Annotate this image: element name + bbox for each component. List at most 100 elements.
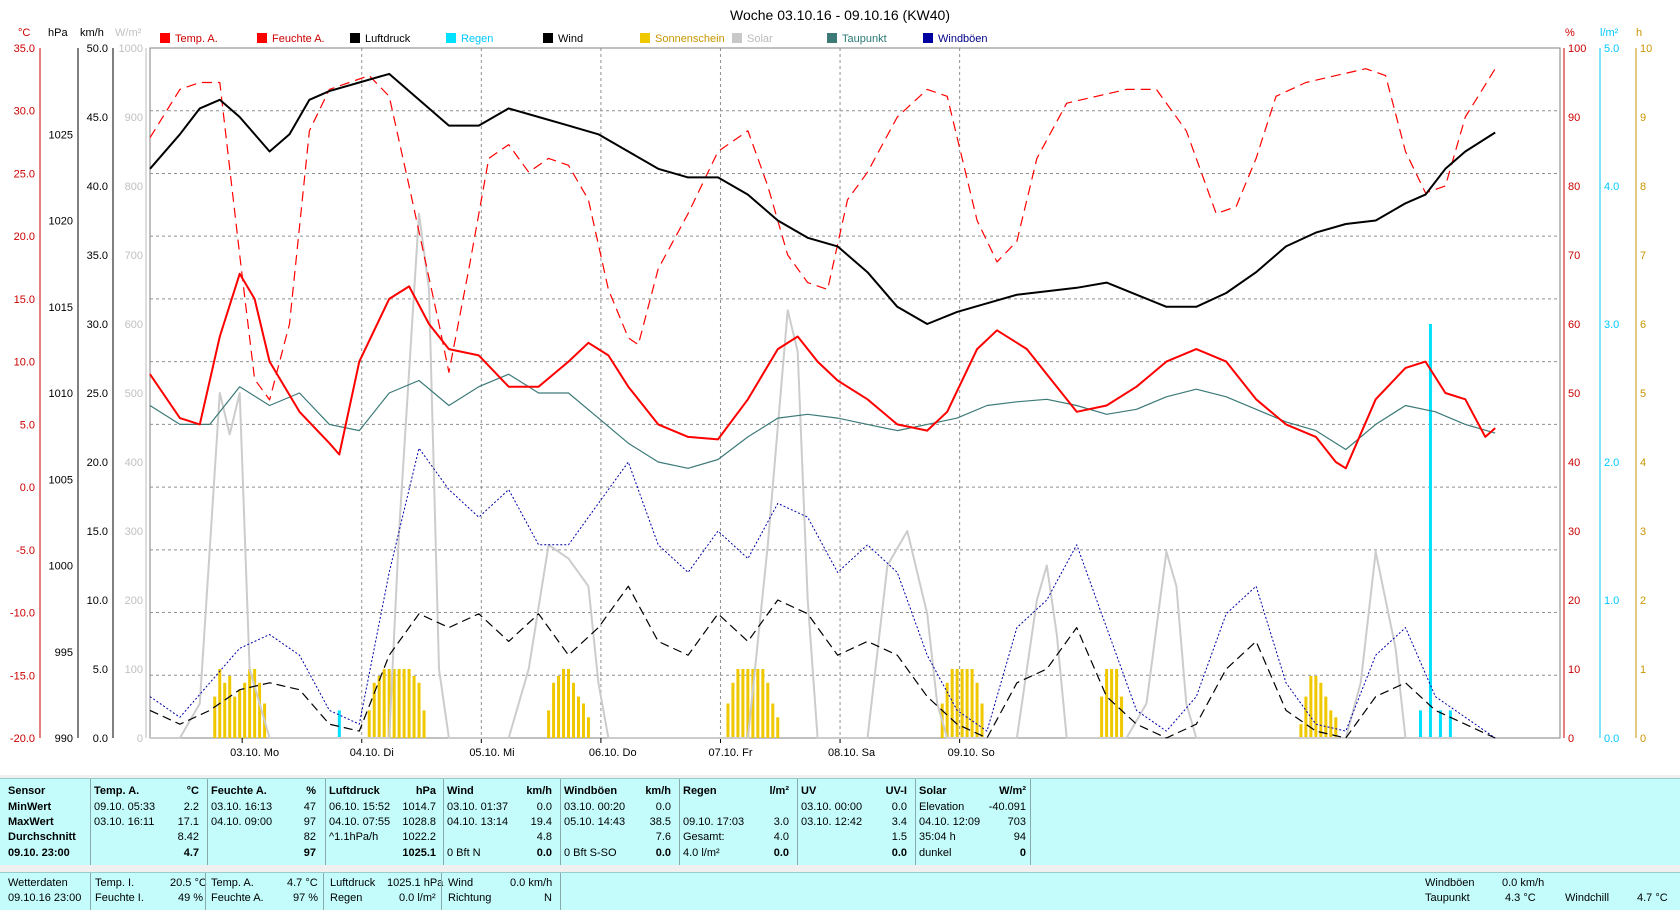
- hpa-tick: 995: [55, 647, 73, 659]
- bar-sonnenschein: [223, 682, 227, 738]
- pct-tick: 100: [1568, 43, 1586, 55]
- current-divider: [441, 873, 442, 910]
- stats-cell-value: 0.0: [773, 847, 789, 859]
- stats-cell-value: 8.42: [177, 831, 199, 843]
- bar-sonnenschein: [1314, 675, 1318, 738]
- lm2-tick: 1.0: [1604, 595, 1619, 607]
- bar-sonnenschein: [562, 669, 566, 738]
- kmh-tick: 45.0: [87, 112, 108, 124]
- current-windboeen-label: Windböen: [1425, 877, 1475, 889]
- legend-label: Temp. A.: [175, 33, 218, 45]
- stats-cell-time: 03.10. 01:37: [447, 801, 509, 813]
- legend-label: Solar: [747, 33, 773, 45]
- bar-sonnenschein: [372, 682, 376, 738]
- stats-cell-value: 94: [1013, 831, 1026, 843]
- bar-sonnenschein: [382, 669, 386, 738]
- bar-sonnenschein: [243, 682, 247, 738]
- stats-cell-time: Gesamt:: [683, 831, 725, 843]
- stats-cell-value: 0.0: [536, 847, 552, 859]
- temp-tick: -20.0: [10, 733, 35, 745]
- stats-col-header: Temp. A.: [94, 785, 140, 797]
- series-line-luftdruck: [149, 72, 1496, 325]
- temp-tick: -15.0: [10, 670, 35, 682]
- stats-cell-time: 0 Bft S-SO: [564, 847, 617, 859]
- stats-sensor-header: Sensor: [8, 785, 46, 797]
- series-line-wind: [149, 585, 1496, 739]
- stats-maxwert-label: MaxWert: [8, 816, 54, 828]
- series-line-feuchte-a-: [149, 68, 1496, 401]
- wm2-tick: 900: [125, 112, 143, 124]
- temp-tick: 30.0: [14, 106, 35, 118]
- stats-col-unit: l/m²: [769, 785, 789, 797]
- bar-sonnenschein: [1115, 669, 1119, 738]
- bar-sonnenschein: [950, 669, 954, 738]
- lm2-unit: l/m²: [1600, 27, 1619, 39]
- stats-cell-time: 03.10. 00:20: [564, 801, 626, 813]
- stats-col-header: Regen: [683, 785, 717, 797]
- bar-sonnenschein: [1329, 710, 1333, 738]
- bar-sonnenschein: [1110, 669, 1114, 738]
- pct-tick: 10: [1568, 664, 1580, 676]
- wm2-tick: 600: [125, 319, 143, 331]
- bar-sonnenschein: [248, 669, 252, 738]
- stats-cell-time: 05.10. 14:43: [564, 816, 626, 828]
- bar-sonnenschein: [975, 682, 979, 738]
- stats-col-header: Feuchte A.: [211, 785, 267, 797]
- wm2-tick: 0: [137, 733, 143, 745]
- bar-sonnenschein: [746, 669, 750, 738]
- temp-tick: 35.0: [14, 43, 35, 55]
- hpa-tick: 1000: [49, 561, 73, 573]
- h-unit: h: [1636, 27, 1642, 39]
- stats-cell-time: 03.10. 12:42: [801, 816, 863, 828]
- bar-sonnenschein: [397, 669, 401, 738]
- bar-sonnenschein: [402, 669, 406, 738]
- legend-swatch: [732, 33, 742, 43]
- bar-sonnenschein: [1304, 696, 1308, 738]
- kmh-tick: 15.0: [87, 526, 108, 538]
- wm2-tick: 700: [125, 250, 143, 262]
- kmh-tick: 25.0: [87, 388, 108, 400]
- pct-tick: 0: [1568, 733, 1574, 745]
- day-label: 03.10. Mo: [230, 747, 279, 759]
- bar-sonnenschein: [965, 669, 969, 738]
- current-panel: Wetterdaten 09.10.16 23:00 Temp. I. 20.5 °C…: [0, 872, 1680, 910]
- stats-cell-value: 97: [303, 816, 316, 828]
- temp-tick: 15.0: [14, 294, 35, 306]
- stats-cell-time: 04.10. 09:00: [211, 816, 273, 828]
- stats-col-header: Windböen: [564, 785, 618, 797]
- h-tick: 7: [1640, 250, 1646, 262]
- bar-sonnenschein: [771, 703, 775, 738]
- bar-sonnenschein: [552, 682, 556, 738]
- stats-cell-time: 0 Bft N: [447, 847, 481, 859]
- bar-sonnenschein: [980, 703, 984, 738]
- hpa-tick: 990: [55, 733, 73, 745]
- h-tick: 10: [1640, 43, 1652, 55]
- bar-sonnenschein: [387, 669, 391, 738]
- stats-col-header: Luftdruck: [329, 785, 380, 797]
- legend-swatch: [350, 33, 360, 43]
- current-divider: [560, 873, 561, 910]
- current-luftdruck-label: Luftdruck: [330, 877, 376, 889]
- stats-cell-value: 4.0: [773, 831, 789, 843]
- current-divider: [205, 873, 206, 910]
- stats-column-divider: [679, 779, 680, 865]
- lm2-tick: 4.0: [1604, 181, 1619, 193]
- kmh-tick: 30.0: [87, 319, 108, 331]
- stats-cell-value: 1028.8: [402, 816, 436, 828]
- hpa-tick: 1025: [49, 129, 73, 141]
- lm2-tick: 2.0: [1604, 457, 1619, 469]
- kmh-unit: km/h: [80, 27, 104, 39]
- lm2-tick: 5.0: [1604, 43, 1619, 55]
- series-line-windb-en: [149, 447, 1496, 739]
- stats-cell-time: 4.0 l/m²: [683, 847, 720, 859]
- current-divider: [90, 873, 91, 910]
- pct-tick: 60: [1568, 319, 1580, 331]
- stats-cell-value: 2.2: [183, 801, 199, 813]
- stats-column-divider: [1030, 779, 1031, 865]
- bar-sonnenschein: [233, 696, 237, 738]
- bar-sonnenschein: [736, 669, 740, 738]
- wm2-tick: 1000: [119, 43, 143, 55]
- stats-cell-value: -40.091: [988, 801, 1026, 813]
- bar-regen: [1438, 710, 1442, 738]
- wm2-tick: 500: [125, 388, 143, 400]
